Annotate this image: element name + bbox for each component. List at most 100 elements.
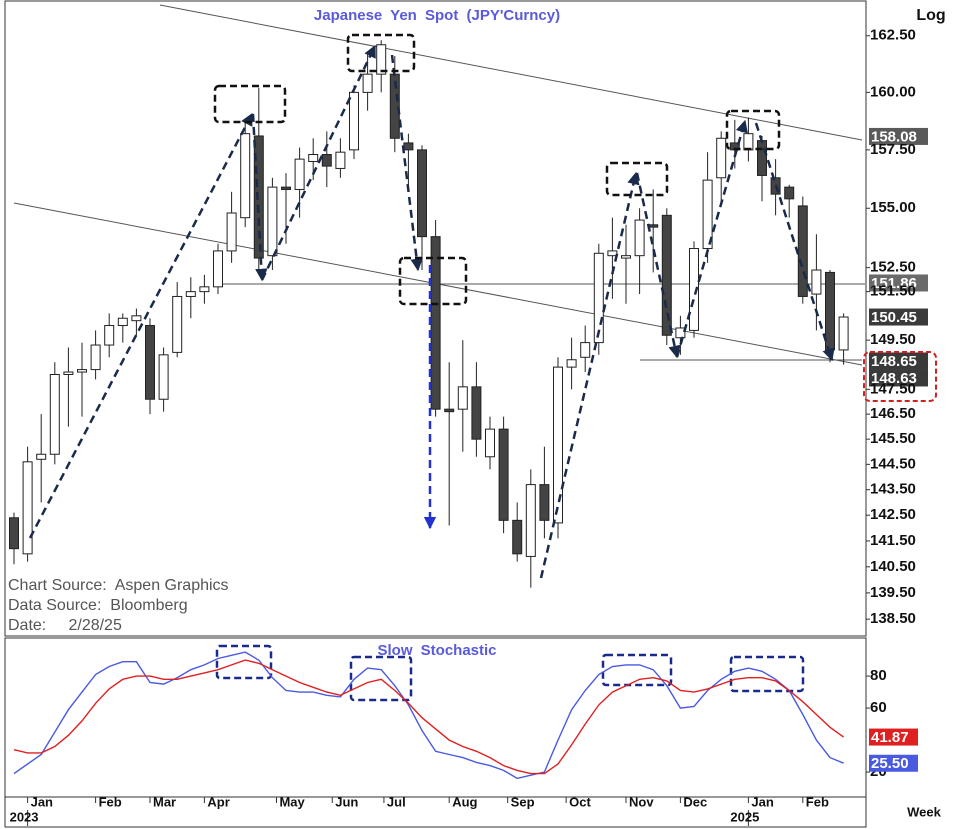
y-tick-label: 162.50 [870,27,916,44]
price-tag [869,127,928,145]
y-tick-label: 151.50 [870,283,916,300]
scale-label: Log [916,7,945,24]
candle-body [36,453,47,460]
stochastic-line [13,651,844,780]
candle-body [253,135,264,259]
candle-body [811,269,822,295]
y-tick-label: 141.50 [870,532,916,549]
candle-body [716,137,727,179]
arrow [260,44,377,281]
candle-body [689,248,699,331]
y-tick-label: 140.50 [870,558,916,575]
candle-body [607,250,618,257]
value-tag-label: 41.87 [871,729,909,746]
box [213,84,287,124]
candle-body [172,295,183,353]
candle-body [77,369,87,373]
candle-body [9,517,19,550]
candle-body [131,315,142,322]
candle-body [90,344,101,371]
price-panel [4,0,867,637]
box [601,653,673,687]
candle-body [621,255,631,259]
box [398,256,468,306]
candle-body [199,286,210,293]
candle-body [702,179,713,250]
chart-title: Japanese Yen Spot (JPY'Curncy) [314,7,560,24]
x-tick-label: Jan [751,794,773,809]
x-axis-band [4,796,867,828]
price-tag [869,352,928,370]
candle-body [471,386,482,440]
stochastic-line [13,659,845,775]
y-tick-label: 144.50 [870,455,916,472]
panel-title: Slow Stochastic [377,642,496,659]
y-tick-label: 152.50 [870,259,916,276]
box [725,109,781,151]
price-tag-label: 150.45 [871,309,917,326]
y-tick-label: 139.50 [870,584,916,601]
candle-body [838,316,849,351]
candle-body [457,386,468,410]
y-tick-label: 80 [870,667,887,684]
value-tag [869,754,918,772]
annotation: Chart Source: Aspen Graphics [8,577,229,594]
y-tick-label: 157.50 [870,141,916,158]
y-tick-label: 145.50 [870,430,916,447]
arrow [251,113,268,282]
y-tick-label: 143.50 [870,481,916,498]
candle-body [485,428,495,458]
channel-top [159,4,863,141]
candles [9,40,849,588]
candle-body [539,484,550,521]
candle-body [417,149,427,238]
candle-body [553,366,563,524]
arrow [539,171,640,579]
candle-body [566,359,577,368]
candle-body [63,371,74,376]
box [215,644,273,680]
candle-body [797,205,808,297]
candle-body [634,219,645,257]
x-tick-label: Sep [511,794,535,809]
candle-body [281,186,291,190]
candle-body [444,408,455,413]
arrows [28,44,835,579]
arrow [390,54,423,272]
candle-body [22,461,33,555]
box [346,33,416,73]
box [349,655,413,702]
candle-body [757,140,767,176]
price-tag-label: 148.65 [871,353,917,370]
x-tick-label: Feb [806,794,829,809]
candle-body [145,325,155,400]
x-tick-label: Apr [207,794,229,809]
arrow [28,112,254,539]
y-tick-label: 142.50 [870,506,916,523]
candle-body [784,186,795,200]
x-tick-label: Jun [335,794,358,809]
x-tick-label: Aug [452,794,477,809]
candle-body [648,224,659,228]
y-tick-label: 155.00 [870,199,916,216]
candle-body [104,325,115,346]
x-tick-label: Nov [629,794,654,809]
x-tick-label: Oct [569,794,591,809]
candle-body [158,354,169,400]
year-label: 2023 [10,809,39,824]
x-tick-label: Mar [153,794,176,809]
candle-body [117,317,128,327]
y-tick-label: 60 [870,699,887,716]
price-tag [869,369,928,387]
frame [4,0,867,828]
candle-body [825,271,835,351]
y-tick-label: 146.50 [870,405,916,422]
candle-body [185,291,196,297]
candle-body [403,142,414,151]
arrow [635,172,681,359]
y-tick-label: 160.00 [870,83,916,100]
candle-body [525,484,536,557]
y-tick-label: 149.50 [870,331,916,348]
